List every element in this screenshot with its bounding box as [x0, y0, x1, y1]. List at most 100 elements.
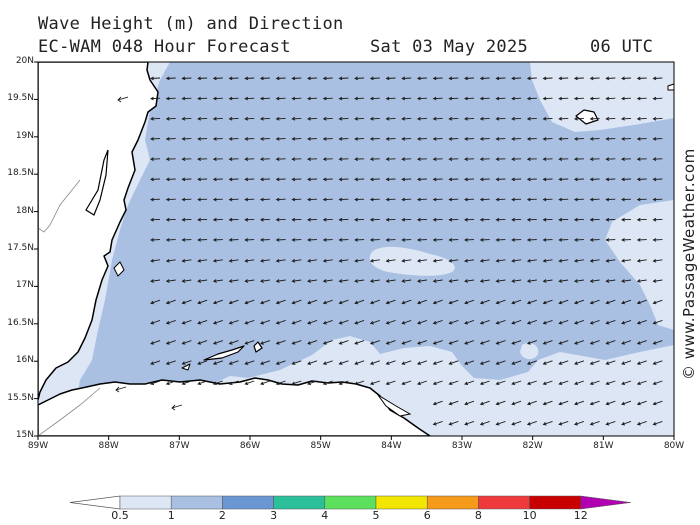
colorbar-swatch: [222, 495, 274, 510]
wave-arrow: [307, 279, 318, 283]
wave-arrow: [416, 116, 427, 121]
wave-arrow: [369, 177, 380, 182]
wave-arrow: [212, 340, 223, 345]
wave-arrow: [275, 217, 286, 222]
wave-arrow: [212, 197, 223, 202]
wave-arrow: [652, 380, 663, 386]
wave-arrow: [212, 177, 223, 182]
lat-label: 17N: [15, 280, 34, 291]
wave-arrow: [181, 299, 192, 305]
wave-arrow: [479, 420, 490, 426]
lon-label: 88W: [98, 441, 119, 451]
colorbar-swatch: [426, 495, 479, 510]
wave-arrow: [244, 380, 255, 386]
colorbar-label: 5: [372, 509, 380, 522]
lat-label: 16N: [15, 355, 34, 366]
wave-arrow: [432, 137, 443, 141]
wave-arrow: [401, 360, 412, 365]
wave-arrow: [181, 319, 192, 325]
wave-arrow: [479, 340, 490, 345]
wave-arrow: [464, 340, 475, 345]
wave-arrow: [495, 319, 506, 325]
wave-arrow: [322, 116, 333, 121]
wave-arrow: [338, 319, 349, 325]
wave-arrow: [621, 360, 632, 365]
wave-arrow: [448, 96, 459, 101]
wave-arrow: [150, 319, 161, 325]
wave-arrow: [605, 217, 616, 222]
wave-arrow: [417, 360, 428, 365]
wave-arrow: [574, 400, 585, 406]
wave-arrow: [259, 177, 270, 182]
wave-arrow: [322, 279, 333, 283]
wave-arrow: [338, 238, 349, 242]
wave-arrow: [401, 96, 412, 101]
wave-arrow: [260, 360, 271, 365]
wave-arrow: [197, 116, 208, 121]
wave-arrow: [526, 319, 537, 325]
wave-arrow: [338, 177, 349, 182]
wave-arrow: [259, 157, 270, 161]
wave-arrow: [526, 217, 537, 222]
wave-arrow: [542, 420, 553, 426]
wave-arrow: [165, 279, 176, 283]
wave-arrow: [432, 116, 443, 121]
border-lines: [38, 179, 101, 436]
wave-arrow: [416, 137, 427, 141]
wave-arrow: [573, 157, 584, 161]
wave-arrow: [479, 360, 490, 365]
wave-arrow: [275, 380, 286, 386]
wave-arrow: [621, 420, 632, 426]
wave-arrow: [244, 319, 255, 325]
lon-label: 85W: [310, 441, 331, 451]
wave-arrow: [495, 420, 506, 426]
wave-arrow: [150, 76, 161, 81]
wave-arrow: [479, 299, 490, 305]
colorbar-label: 4: [321, 509, 329, 522]
wave-arrow: [307, 340, 318, 345]
wave-arrow: [542, 380, 553, 386]
wave-arrow: [495, 380, 506, 386]
wave-arrow: [291, 116, 302, 121]
wave-arrow: [479, 319, 490, 325]
wave-arrow: [558, 197, 569, 202]
wave-arrow: [448, 360, 459, 365]
wave-arrow: [574, 420, 585, 426]
wave-arrow: [291, 299, 302, 305]
wave-arrow: [621, 116, 632, 121]
wave-arrow: [432, 360, 443, 365]
wave-arrow: [369, 340, 380, 345]
wave-arrow: [338, 279, 349, 283]
wave-arrow: [636, 197, 647, 202]
wave-arrow: [275, 238, 286, 242]
wave-arrow: [542, 157, 553, 161]
wave-arrow: [150, 137, 161, 141]
wave-arrow: [322, 238, 333, 242]
wave-arrow: [621, 76, 632, 81]
wave-arrow: [464, 96, 475, 101]
wave-arrow: [338, 380, 349, 386]
wave-arrow: [181, 197, 192, 202]
wave-arrow: [307, 96, 318, 101]
wave-arrow: [322, 380, 333, 386]
wave-arrow: [181, 96, 192, 101]
wave-arrow: [354, 96, 365, 101]
wave-arrow: [165, 137, 176, 141]
wave-arrow: [495, 217, 506, 222]
wave-arrow: [307, 137, 318, 141]
wave-arrow: [244, 279, 255, 283]
wave-arrow: [589, 96, 600, 101]
wave-arrow: [558, 96, 569, 101]
wave-arrow: [448, 420, 459, 426]
wave-arrow: [464, 116, 475, 121]
wave-arrow: [212, 279, 223, 283]
wave-arrow: [417, 380, 428, 386]
wave-arrow: [275, 299, 286, 305]
wave-arrow: [558, 380, 569, 386]
colorbar-label: 8: [474, 509, 482, 522]
wave-arrow: [338, 340, 349, 345]
wave-arrow: [495, 400, 506, 406]
wave-arrow: [212, 258, 223, 263]
wave-arrow: [401, 380, 412, 386]
wave-arrow: [354, 137, 365, 141]
